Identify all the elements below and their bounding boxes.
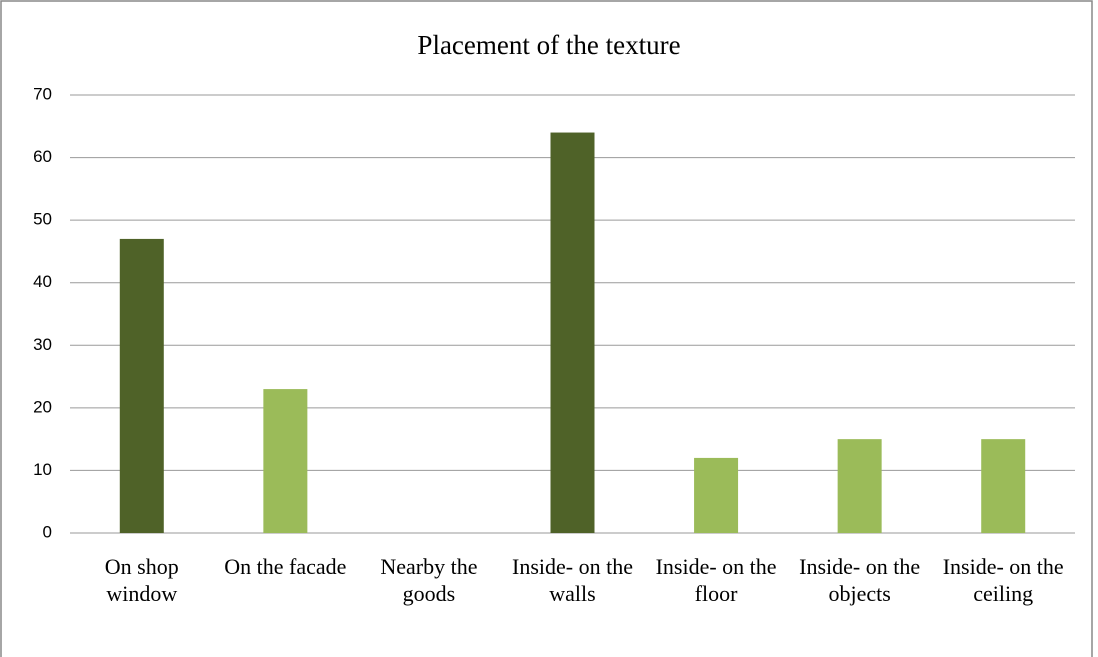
bar — [550, 132, 595, 534]
bar — [263, 389, 308, 533]
chart-title: Placement of the texture — [417, 30, 681, 60]
y-tick-label: 40 — [33, 272, 52, 291]
y-tick-label: 0 — [43, 522, 52, 541]
bar — [694, 457, 739, 533]
bar — [981, 439, 1026, 533]
y-tick-label: 70 — [33, 84, 52, 103]
x-tick-label: Inside- on the ceiling — [942, 554, 1064, 606]
x-tick-label: On shop window — [104, 554, 179, 606]
x-tick-label: On the facade — [224, 554, 347, 579]
y-tick-label: 20 — [33, 397, 52, 416]
x-tick-label: Inside- on the floor — [655, 554, 777, 606]
bar — [837, 439, 882, 533]
x-tick-label: Inside- on the walls — [512, 554, 633, 606]
x-tick-label: Nearby the goods — [380, 554, 478, 606]
x-tick-label: Inside- on the objects — [799, 554, 921, 606]
y-tick-label: 50 — [33, 210, 52, 229]
y-tick-label: 30 — [33, 335, 52, 354]
y-tick-label: 10 — [33, 460, 52, 479]
bar — [119, 238, 164, 533]
y-tick-label: 60 — [33, 147, 52, 166]
